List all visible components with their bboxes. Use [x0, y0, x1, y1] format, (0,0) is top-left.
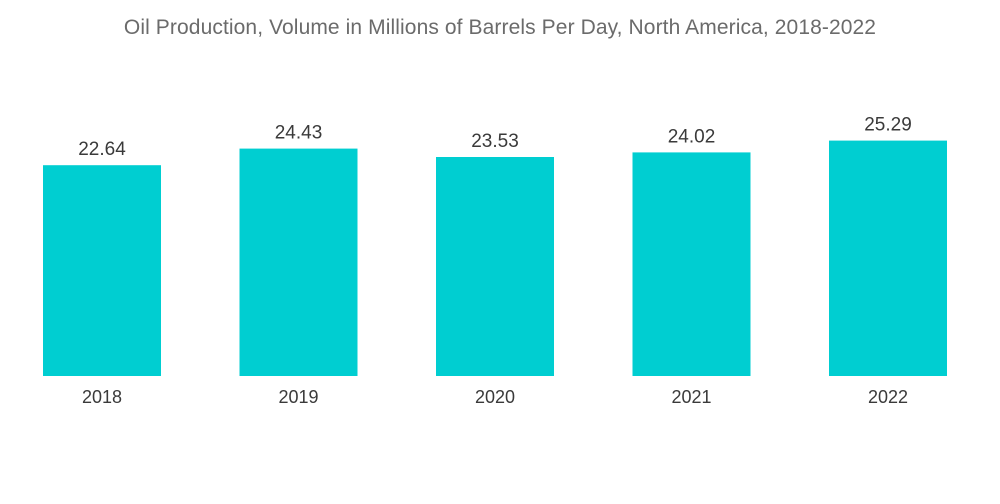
bar-2022 — [829, 140, 947, 376]
bar-2021 — [632, 152, 751, 376]
value-label-2020: 23.53 — [471, 131, 519, 152]
x-tick-2022: 2022 — [868, 387, 908, 407]
bar-2018 — [43, 165, 161, 376]
x-tick-2019: 2019 — [278, 387, 318, 407]
x-tick-2018: 2018 — [82, 387, 122, 407]
value-label-2022: 25.29 — [864, 115, 912, 136]
bars-layer — [43, 140, 947, 376]
value-labels-layer: 22.64 24.43 23.53 24.02 25.29 — [78, 115, 912, 161]
x-axis-ticks-layer: 2018 2019 2020 2021 2022 — [82, 387, 908, 407]
value-label-2019: 24.43 — [275, 123, 323, 144]
chart-title: Oil Production, Volume in Millions of Ba… — [123, 16, 877, 39]
x-tick-2021: 2021 — [671, 387, 711, 407]
bar-2019 — [239, 148, 358, 376]
value-label-2018: 22.64 — [78, 139, 126, 160]
bar-2020 — [436, 157, 554, 376]
x-tick-2020: 2020 — [475, 387, 515, 407]
value-label-2021: 24.02 — [668, 126, 716, 147]
